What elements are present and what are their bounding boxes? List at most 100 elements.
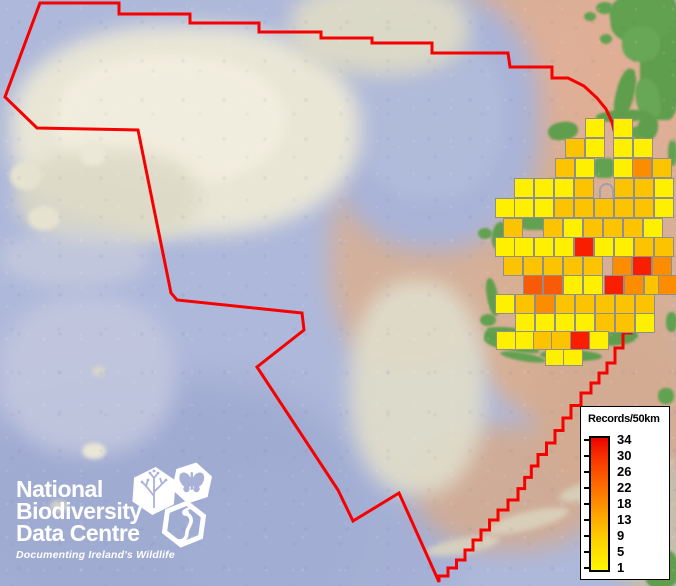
legend-title: Records/50km (588, 413, 660, 425)
grid-cell (543, 256, 563, 276)
grid-cell (613, 118, 633, 138)
butterfly-icon (179, 472, 205, 493)
legend-tick-label: 9 (617, 528, 625, 544)
grid-cell (533, 331, 553, 350)
grid-cell (515, 331, 535, 350)
grid-cell (632, 256, 652, 276)
grid-cell (614, 237, 634, 257)
grid-cell (554, 237, 574, 257)
grid-cell (623, 218, 643, 238)
grid-cell (523, 275, 543, 295)
grid-cell (523, 256, 543, 276)
grid-cell (563, 218, 583, 238)
boundary-red-line (3, 1, 663, 583)
legend-tick-label: 34 (617, 431, 632, 447)
grid-cell (583, 218, 603, 238)
grid-cell (496, 331, 516, 350)
grid-cell (635, 313, 655, 333)
seamount (10, 162, 42, 190)
grid-cell (654, 198, 674, 218)
legend-tick-label: 5 (617, 544, 625, 560)
grid-cell (514, 237, 534, 257)
grid-cell (554, 198, 574, 218)
land-galloway (668, 140, 676, 166)
legend-tick (584, 470, 591, 473)
grid-cell (594, 237, 614, 257)
grid-cell (503, 218, 523, 238)
grid-cell (543, 275, 563, 295)
grid-cell (633, 138, 653, 158)
grid-cell (583, 256, 603, 276)
grid-cell (654, 178, 674, 198)
grid-cell (652, 158, 672, 178)
grid-cell (495, 198, 515, 218)
grid-cell (574, 178, 594, 198)
grid-cell (643, 218, 663, 238)
grid-cell (615, 313, 635, 333)
grid-cell (555, 294, 575, 314)
grid-cell (634, 237, 654, 257)
grid-cell (565, 138, 585, 158)
grid-cell (612, 256, 632, 276)
grid-cell (545, 349, 565, 366)
grid-cell (595, 313, 615, 333)
grid-cell (543, 218, 563, 238)
grid-cell (575, 294, 595, 314)
grid-cell (495, 237, 515, 257)
nbdc-hexagons-icon (132, 462, 212, 548)
grid-cell (604, 275, 624, 295)
grid-cell (634, 198, 654, 218)
land-island (584, 12, 596, 21)
grid-cell (515, 294, 535, 314)
sw-grey-rise (0, 295, 175, 455)
grid-cell (534, 198, 554, 218)
grid-cell (534, 178, 554, 198)
grid-cell (534, 237, 554, 257)
grid-cell (574, 198, 594, 218)
grid-cell (614, 178, 634, 198)
grid-cell (615, 294, 635, 314)
legend-tick-label: 22 (617, 479, 632, 495)
legend-tick (584, 567, 591, 570)
dandelion-icon (141, 472, 167, 508)
grid-cell (613, 158, 633, 178)
seahorse-icon (176, 506, 193, 543)
grid-cell (535, 313, 555, 333)
grid-cell (595, 294, 615, 314)
grid-cell (624, 275, 644, 295)
grid-cell (514, 198, 534, 218)
legend-tick-label: 18 (617, 495, 632, 511)
grid-cell (563, 256, 583, 276)
grid-cell (654, 237, 674, 257)
grid-cell (514, 178, 534, 198)
legend-tick-label: 13 (617, 512, 632, 527)
legend-panel: Records/50km 34 30 26 22 18 13 9 5 1 (580, 406, 670, 580)
grid-cell (634, 178, 654, 198)
grid-cell (585, 118, 605, 138)
legend-colorbar (589, 436, 610, 572)
grid-cell (613, 138, 633, 158)
seamount (92, 366, 106, 376)
land-ulster-gap (594, 158, 614, 178)
grid-cell (594, 198, 614, 218)
porcupine-seabight (350, 280, 485, 495)
grid-cell (563, 275, 583, 295)
land-island (596, 2, 614, 14)
land-island (600, 34, 612, 44)
grid-cell (603, 218, 623, 238)
land-achill (478, 228, 492, 239)
legend-tick (584, 438, 591, 441)
seamount (82, 443, 106, 459)
grid-cell (575, 158, 595, 178)
plateau-trail (0, 228, 150, 288)
land-pembroke (658, 388, 674, 404)
grid-cell (652, 256, 672, 276)
seamount (50, 500, 68, 512)
logo-line3: Data Centre (16, 520, 140, 546)
grid-cell (551, 331, 571, 350)
legend-tick (584, 486, 591, 489)
legend-tick (584, 454, 591, 457)
grid-cell (589, 331, 609, 350)
grid-cell (635, 294, 655, 314)
legend-tick (584, 551, 591, 554)
